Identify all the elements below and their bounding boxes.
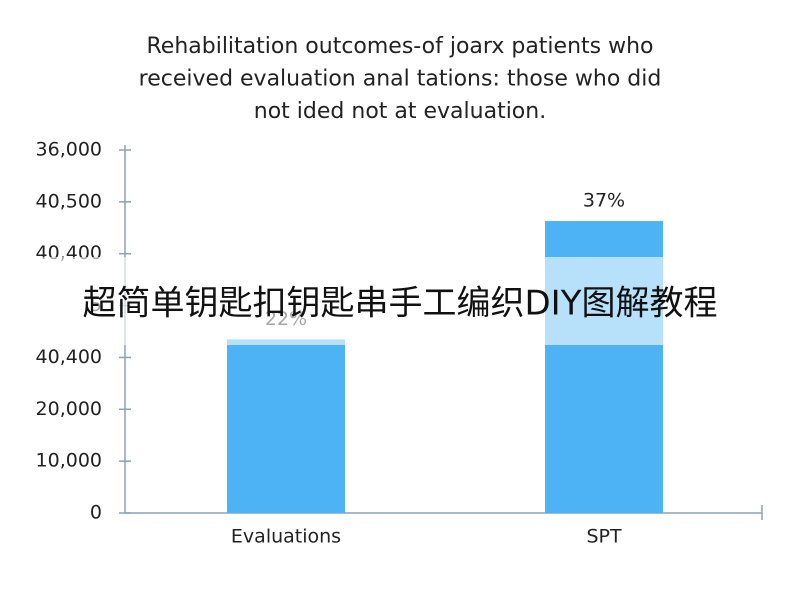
y-tick-label: 0: [90, 502, 102, 524]
x-tick-label: SPT: [586, 526, 622, 548]
y-tick-label: 40,500: [36, 190, 102, 212]
title-line: not ided not at evaluation.: [254, 99, 546, 124]
title-line: Rehabilitation outcomes-of joarx patient…: [146, 34, 653, 59]
bar: [227, 339, 345, 513]
y-tick-label: 36,000: [36, 139, 102, 161]
y-tick-label: 40,400: [36, 346, 102, 368]
y-tick-label: 10,000: [36, 450, 102, 472]
overlay-text: 超简单钥匙扣钥匙串手工编织DIY图解教程: [83, 284, 718, 324]
y-tick-label: 20,000: [36, 398, 102, 420]
chart-title: Rehabilitation outcomes-of joarx patient…: [139, 34, 662, 124]
value-label: 37%: [583, 190, 625, 212]
x-tick-label: Evaluations: [231, 526, 341, 548]
overlay-band: [0, 257, 800, 345]
title-line: received evaluation anal tations: those …: [139, 67, 662, 92]
